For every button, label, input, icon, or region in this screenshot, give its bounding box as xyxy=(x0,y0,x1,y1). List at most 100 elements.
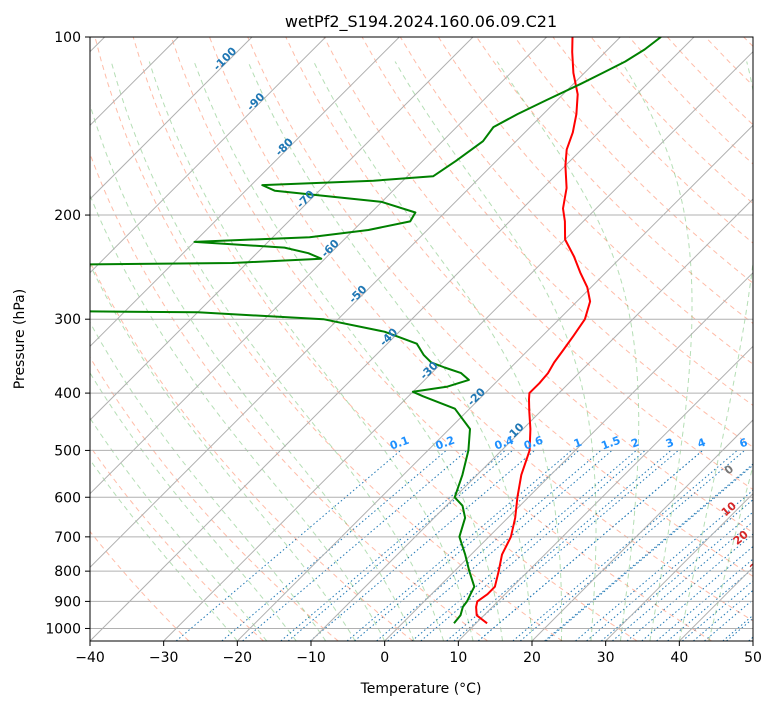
mixing-ratio-line xyxy=(704,599,753,641)
isotherm xyxy=(90,37,695,641)
isotherms xyxy=(90,37,753,641)
mixing-ratio-line xyxy=(280,450,506,641)
y-tick-label: 500 xyxy=(54,443,81,459)
mixing-ratio-line xyxy=(175,450,401,641)
mixing-ratio-label: 6 xyxy=(738,436,750,451)
moist-adiabat xyxy=(313,61,563,641)
dry-adiabat xyxy=(90,356,339,641)
moist-adiabat xyxy=(90,263,356,641)
x-axis-label: Temperature (°C) xyxy=(360,681,482,697)
mixing-ratio-line xyxy=(477,450,704,641)
plot-frame xyxy=(89,36,754,642)
y-tick-label: 300 xyxy=(54,312,81,328)
moist-adiabat xyxy=(148,61,474,641)
mixing-ratio-label: 0.2 xyxy=(434,434,457,453)
y-tick-label: 400 xyxy=(54,386,81,402)
mixing-ratio-label: 0.6 xyxy=(522,434,545,453)
mixing-ratio-line xyxy=(420,450,646,641)
moist-adiabat xyxy=(496,61,640,641)
x-tick-label: −20 xyxy=(223,650,253,666)
isotherm xyxy=(236,124,753,641)
x-tick-label: 50 xyxy=(744,650,762,666)
dewpoint-line xyxy=(90,37,662,624)
mixing-ratio-line xyxy=(586,498,753,641)
y-tick-label: 800 xyxy=(54,564,81,580)
temperature-line xyxy=(475,37,592,625)
dry-adiabat xyxy=(209,37,753,622)
mixing-ratio-line xyxy=(519,450,746,641)
dry-adiabat xyxy=(170,37,712,641)
isotherm xyxy=(90,37,474,421)
mixing-ratio-lines xyxy=(175,450,753,641)
isotherm xyxy=(457,345,753,641)
moist-adiabat xyxy=(708,464,753,641)
mixing-ratio-line xyxy=(287,450,513,641)
dry-adiabat xyxy=(94,37,563,641)
pressure-gridlines xyxy=(90,37,753,629)
chart-title: wetPf2_S194.2024.160.06.09.C21 xyxy=(285,12,557,32)
moist-adiabat xyxy=(394,61,597,641)
isotherm xyxy=(163,50,753,641)
mixing-ratio-line xyxy=(545,464,753,641)
moist-adiabat-label: 30 xyxy=(748,555,768,575)
profile-lines xyxy=(90,37,662,625)
x-tick-label: 10 xyxy=(449,650,467,666)
mixing-ratio-label: 1.5 xyxy=(600,434,623,453)
mixing-ratio-label: 0.1 xyxy=(388,434,411,453)
moist-adiabat xyxy=(620,61,693,641)
y-axis-label: Pressure (hPa) xyxy=(12,289,28,389)
mixing-ratio-line xyxy=(346,450,572,641)
mixing-ratio-label: 0.4 xyxy=(493,434,516,453)
y-tick-label: 100 xyxy=(54,30,81,46)
x-tick-label: 0 xyxy=(380,650,389,666)
moist-adiabat xyxy=(90,458,238,641)
isotherm xyxy=(384,271,753,641)
isotherm xyxy=(531,419,753,641)
y-tick-label: 1000 xyxy=(45,621,81,637)
mixing-ratio-line xyxy=(656,558,753,641)
x-tick-label: −30 xyxy=(149,650,179,666)
mixing-ratio-line xyxy=(411,450,637,641)
plot-area: -100-90-80-70-60-50-40-30-20-100.1 0.2 0.4… xyxy=(90,37,768,641)
dry-adiabat xyxy=(514,37,753,284)
dry-adiabat xyxy=(132,37,638,641)
mixing-ratio-line xyxy=(221,450,447,641)
mixing-ratio-line xyxy=(453,450,679,641)
moist-adiabat xyxy=(90,193,386,641)
x-axis-ticks: −40 −30 −20 −10 0 10 20 30 40 50 xyxy=(75,641,762,666)
dry-adiabat xyxy=(247,37,753,577)
isotherm xyxy=(605,492,753,641)
moist-adiabats xyxy=(90,61,753,641)
mixing-ratio-line xyxy=(626,533,753,641)
mixing-ratio-line xyxy=(387,450,613,641)
mixing-ratio-line xyxy=(641,545,753,641)
y-tick-label: 900 xyxy=(54,594,81,610)
y-tick-label: 700 xyxy=(54,530,81,546)
mixing-ratio-line xyxy=(512,450,738,641)
isotherm xyxy=(90,37,548,495)
mixing-ratio-label: 2 xyxy=(629,436,641,451)
isotherm xyxy=(90,37,327,274)
y-axis-ticks: 100 200 300 400 500 600 700 800 900 1000 xyxy=(45,30,90,637)
mixing-ratio-line xyxy=(242,450,468,641)
moist-adiabat xyxy=(247,61,533,641)
dry-adiabat xyxy=(90,152,488,641)
dry-adiabat xyxy=(90,530,190,641)
dry-adiabat xyxy=(399,37,753,407)
mixing-ratio-line xyxy=(575,489,753,641)
y-tick-label: 600 xyxy=(54,490,81,506)
mixing-ratio-line xyxy=(446,450,672,641)
mixing-ratio-label: 1 xyxy=(572,436,584,451)
x-tick-label: 30 xyxy=(597,650,615,666)
isotherm xyxy=(90,37,400,348)
mixing-ratio-label: 4 xyxy=(696,436,708,451)
mixing-ratio-line xyxy=(600,511,753,641)
isotherm xyxy=(310,198,753,641)
mixing-ratio-line xyxy=(544,463,753,641)
moist-adiabat xyxy=(110,61,445,641)
y-tick-label: 200 xyxy=(54,208,81,224)
moist-adiabat xyxy=(90,102,415,641)
x-tick-label: 40 xyxy=(670,650,688,666)
